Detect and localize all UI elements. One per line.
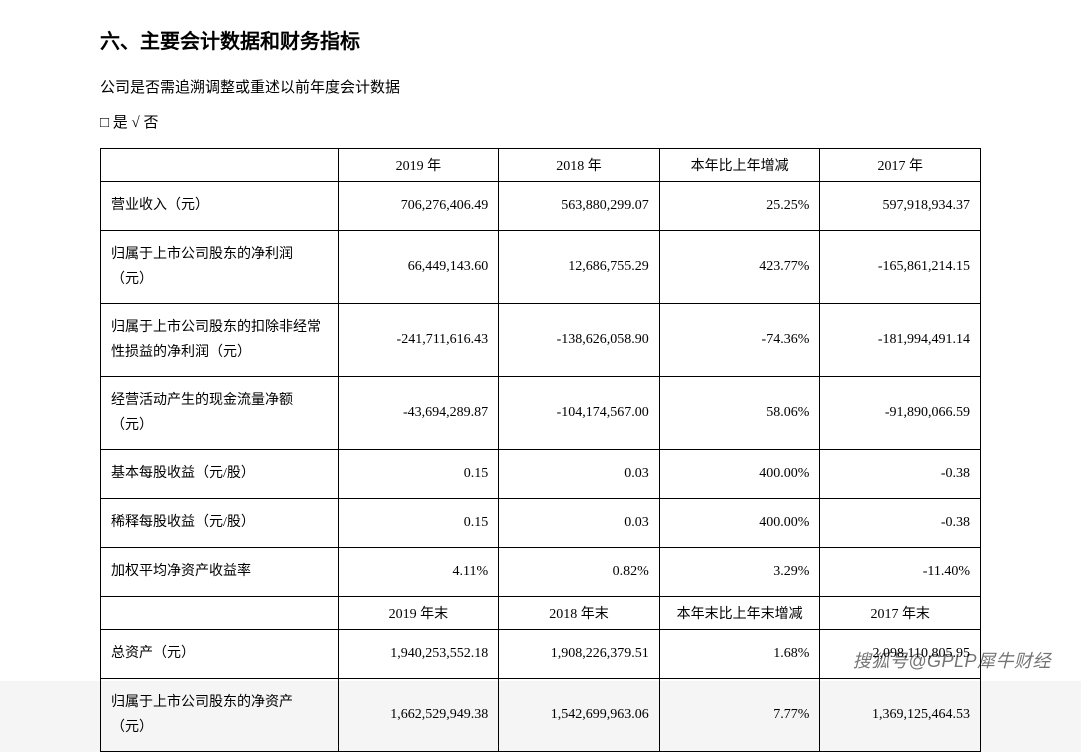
row-label: 基本每股收益（元/股） — [101, 450, 339, 499]
num-cell: 1,908,226,379.51 — [499, 630, 660, 679]
row-label: 总资产（元） — [101, 630, 339, 679]
checkbox-line: □ 是 √ 否 — [100, 111, 981, 132]
num-cell: 400.00% — [659, 450, 820, 499]
num-cell: 0.15 — [338, 450, 499, 499]
num-cell: 563,880,299.07 — [499, 182, 660, 231]
num-cell: -11.40% — [820, 548, 981, 597]
row-label: 经营活动产生的现金流量净额（元） — [101, 377, 339, 450]
row-label: 稀释每股收益（元/股） — [101, 499, 339, 548]
num-cell: -181,994,491.14 — [820, 304, 981, 377]
column-header: 2018 年 — [499, 149, 660, 182]
section-heading: 六、主要会计数据和财务指标 — [100, 25, 981, 54]
num-cell: 4.11% — [338, 548, 499, 597]
column-header: 2019 年 — [338, 149, 499, 182]
table-row: 营业收入（元）706,276,406.49563,880,299.0725.25… — [101, 182, 981, 231]
column-header: 2018 年末 — [499, 597, 660, 630]
subline-text: 公司是否需追溯调整或重述以前年度会计数据 — [100, 76, 981, 97]
num-cell: -0.38 — [820, 450, 981, 499]
num-cell: 597,918,934.37 — [820, 182, 981, 231]
num-cell: -104,174,567.00 — [499, 377, 660, 450]
table-row: 经营活动产生的现金流量净额（元）-43,694,289.87-104,174,5… — [101, 377, 981, 450]
column-header: 2017 年 — [820, 149, 981, 182]
num-cell: 1,940,253,552.18 — [338, 630, 499, 679]
num-cell: 706,276,406.49 — [338, 182, 499, 231]
num-cell: 1,542,699,963.06 — [499, 679, 660, 752]
num-cell: 400.00% — [659, 499, 820, 548]
num-cell: 1,662,529,949.38 — [338, 679, 499, 752]
financial-table: 2019 年2018 年本年比上年增减2017 年营业收入（元）706,276,… — [100, 148, 981, 752]
table-row: 加权平均净资产收益率4.11%0.82%3.29%-11.40% — [101, 548, 981, 597]
num-cell: 58.06% — [659, 377, 820, 450]
num-cell: 3.29% — [659, 548, 820, 597]
num-cell: -43,694,289.87 — [338, 377, 499, 450]
num-cell: 0.03 — [499, 450, 660, 499]
num-cell: -241,711,616.43 — [338, 304, 499, 377]
row-label: 归属于上市公司股东的扣除非经常性损益的净利润（元） — [101, 304, 339, 377]
num-cell: 1,369,125,464.53 — [820, 679, 981, 752]
num-cell: 1.68% — [659, 630, 820, 679]
num-cell: 12,686,755.29 — [499, 231, 660, 304]
table-row: 基本每股收益（元/股）0.150.03400.00%-0.38 — [101, 450, 981, 499]
num-cell: -0.38 — [820, 499, 981, 548]
num-cell: 0.82% — [499, 548, 660, 597]
row-label: 归属于上市公司股东的净资产（元） — [101, 679, 339, 752]
num-cell: 423.77% — [659, 231, 820, 304]
num-cell: -74.36% — [659, 304, 820, 377]
column-header: 本年末比上年末增减 — [659, 597, 820, 630]
row-label: 加权平均净资产收益率 — [101, 548, 339, 597]
num-cell: -165,861,214.15 — [820, 231, 981, 304]
num-cell: -91,890,066.59 — [820, 377, 981, 450]
column-header: 本年比上年增减 — [659, 149, 820, 182]
table-row: 稀释每股收益（元/股）0.150.03400.00%-0.38 — [101, 499, 981, 548]
table-header-row: 2019 年末2018 年末本年末比上年末增减2017 年末 — [101, 597, 981, 630]
num-cell: -138,626,058.90 — [499, 304, 660, 377]
header-blank — [101, 597, 339, 630]
num-cell: 7.77% — [659, 679, 820, 752]
num-cell: 25.25% — [659, 182, 820, 231]
num-cell: 0.15 — [338, 499, 499, 548]
table-row: 归属于上市公司股东的净利润（元）66,449,143.6012,686,755.… — [101, 231, 981, 304]
table-row: 归属于上市公司股东的净资产（元）1,662,529,949.381,542,69… — [101, 679, 981, 752]
column-header: 2017 年末 — [820, 597, 981, 630]
header-blank — [101, 149, 339, 182]
num-cell: 0.03 — [499, 499, 660, 548]
num-cell: 66,449,143.60 — [338, 231, 499, 304]
table-row: 归属于上市公司股东的扣除非经常性损益的净利润（元）-241,711,616.43… — [101, 304, 981, 377]
table-header-row: 2019 年2018 年本年比上年增减2017 年 — [101, 149, 981, 182]
row-label: 营业收入（元） — [101, 182, 339, 231]
watermark-text: 搜狐号@GPLP犀牛财经 — [853, 647, 1051, 673]
column-header: 2019 年末 — [338, 597, 499, 630]
row-label: 归属于上市公司股东的净利润（元） — [101, 231, 339, 304]
table-row: 总资产（元）1,940,253,552.181,908,226,379.511.… — [101, 630, 981, 679]
